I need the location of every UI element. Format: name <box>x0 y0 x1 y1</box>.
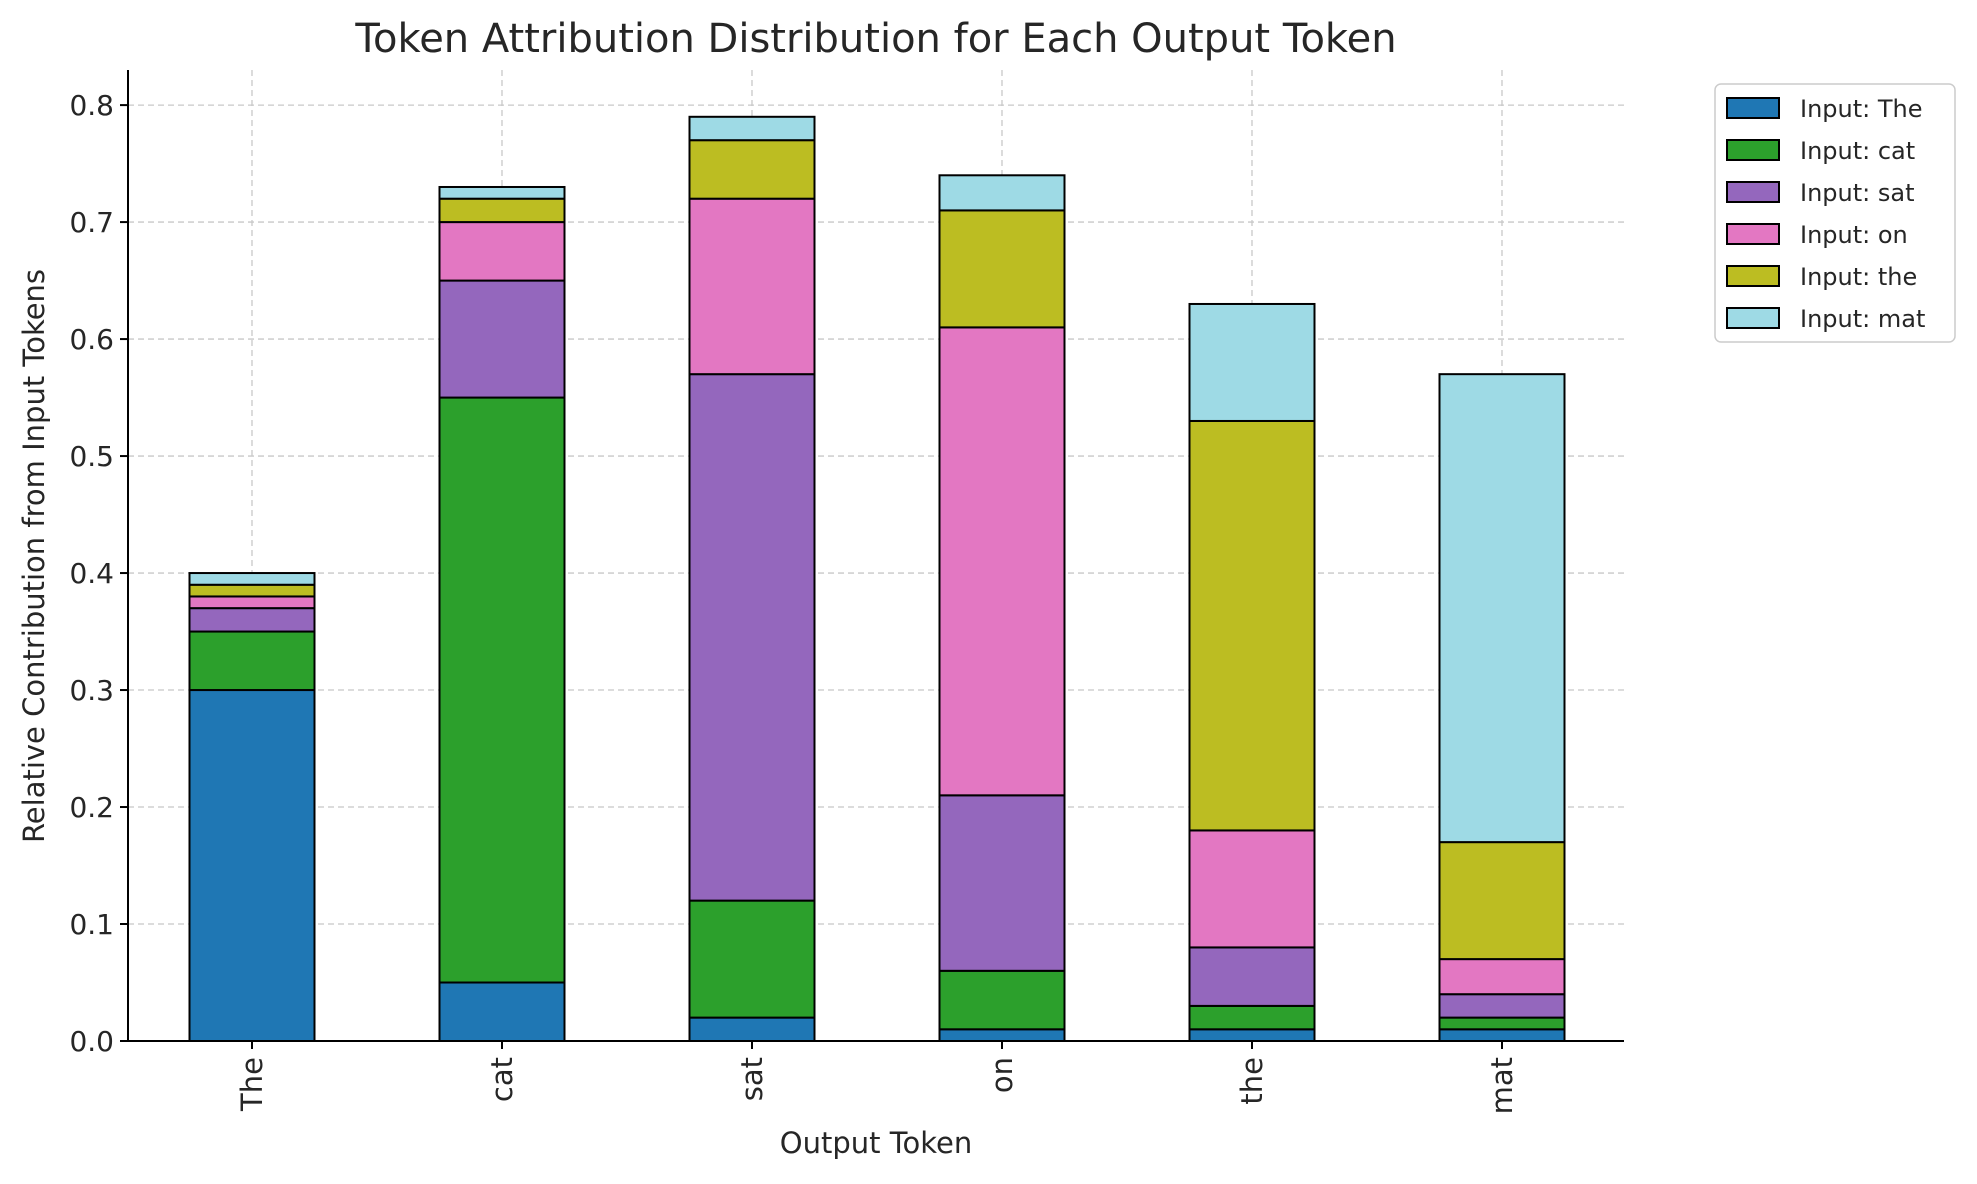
x-tick-label: cat <box>485 1057 519 1102</box>
y-tick-label: 0.0 <box>69 1025 114 1058</box>
bars-layer <box>188 115 1566 1043</box>
x-tick-label: the <box>1235 1057 1269 1105</box>
bar-segment <box>438 197 566 224</box>
bar-segment <box>688 197 816 376</box>
bar-segment <box>688 373 816 902</box>
bar-segment <box>438 185 566 200</box>
bar-segment <box>1438 1016 1566 1031</box>
bar-segment <box>688 1016 816 1043</box>
y-tick-label: 0.8 <box>69 89 114 122</box>
bar-segment <box>1188 419 1316 832</box>
y-tick-label: 0.1 <box>69 908 114 941</box>
bar-segment <box>938 969 1066 1031</box>
chart-title: Token Attribution Distribution for Each … <box>354 16 1396 62</box>
ticks-layer: 0.0 0.1 0.2 0.3 0.4 0.5 0.6 0.7 0.8 The cat sat on th… <box>69 89 1519 1114</box>
bar-segment <box>188 630 316 692</box>
bar-segment <box>438 396 566 984</box>
x-tick-label: sat <box>735 1057 769 1101</box>
bar-segment <box>1438 993 1566 1019</box>
bar-segment <box>688 115 816 142</box>
bar-segment <box>438 981 566 1043</box>
axes-layer <box>127 70 1624 1042</box>
bar-segment <box>1188 829 1316 949</box>
bar-segment <box>938 1028 1066 1042</box>
x-tick-label: mat <box>1485 1057 1519 1114</box>
bar-segment <box>938 794 1066 972</box>
y-axis-label: Relative Contribution from Input Tokens <box>17 269 51 843</box>
x-axis-label: Output Token <box>780 1126 972 1160</box>
bar-segment <box>1188 946 1316 1007</box>
legend-label: Input: sat <box>1800 179 1914 207</box>
legend-swatch <box>1726 139 1780 161</box>
legend-swatch <box>1726 223 1780 245</box>
bar-segment <box>188 689 316 1042</box>
y-tick-label: 0.6 <box>69 323 114 356</box>
bar-segment <box>1188 302 1316 422</box>
bar-segment <box>1438 1028 1566 1042</box>
bar-segment <box>438 279 566 399</box>
bar-segment <box>938 326 1066 797</box>
bar-segment <box>438 221 566 282</box>
legend-swatch <box>1726 181 1780 203</box>
legend-label: Input: mat <box>1800 305 1925 333</box>
legend-label: Input: cat <box>1800 137 1915 165</box>
y-tick-label: 0.4 <box>69 557 114 590</box>
bar-segment <box>1438 958 1566 996</box>
bar-segment <box>1438 373 1566 844</box>
legend-swatch <box>1726 265 1780 287</box>
y-tick-label: 0.2 <box>69 791 114 824</box>
bar-segment <box>188 572 316 586</box>
y-tick-label: 0.3 <box>69 674 114 707</box>
bar-segment <box>188 607 316 633</box>
y-tick-label: 0.7 <box>69 206 114 239</box>
legend: Input: The Input: cat Input: sat Input: on I… <box>1714 83 1956 343</box>
bar-segment <box>688 139 816 200</box>
legend-swatch <box>1726 307 1780 329</box>
legend-label: Input: on <box>1800 221 1908 249</box>
y-tick-label: 0.5 <box>69 440 114 473</box>
bar-segment <box>188 583 316 598</box>
bar-segment <box>938 209 1066 329</box>
legend-label: Input: the <box>1800 263 1917 291</box>
legend-label: Input: The <box>1800 95 1923 123</box>
bar-segment <box>188 595 316 610</box>
bar-segment <box>938 174 1066 212</box>
bar-segment <box>688 899 816 1019</box>
x-tick-label: The <box>235 1057 269 1112</box>
bar-segment <box>1438 841 1566 961</box>
bar-segment <box>1188 1004 1316 1031</box>
bar-segment <box>1188 1028 1316 1042</box>
legend-swatch <box>1726 97 1780 119</box>
grid-layer <box>128 70 1624 1042</box>
x-tick-label: on <box>985 1057 1019 1093</box>
